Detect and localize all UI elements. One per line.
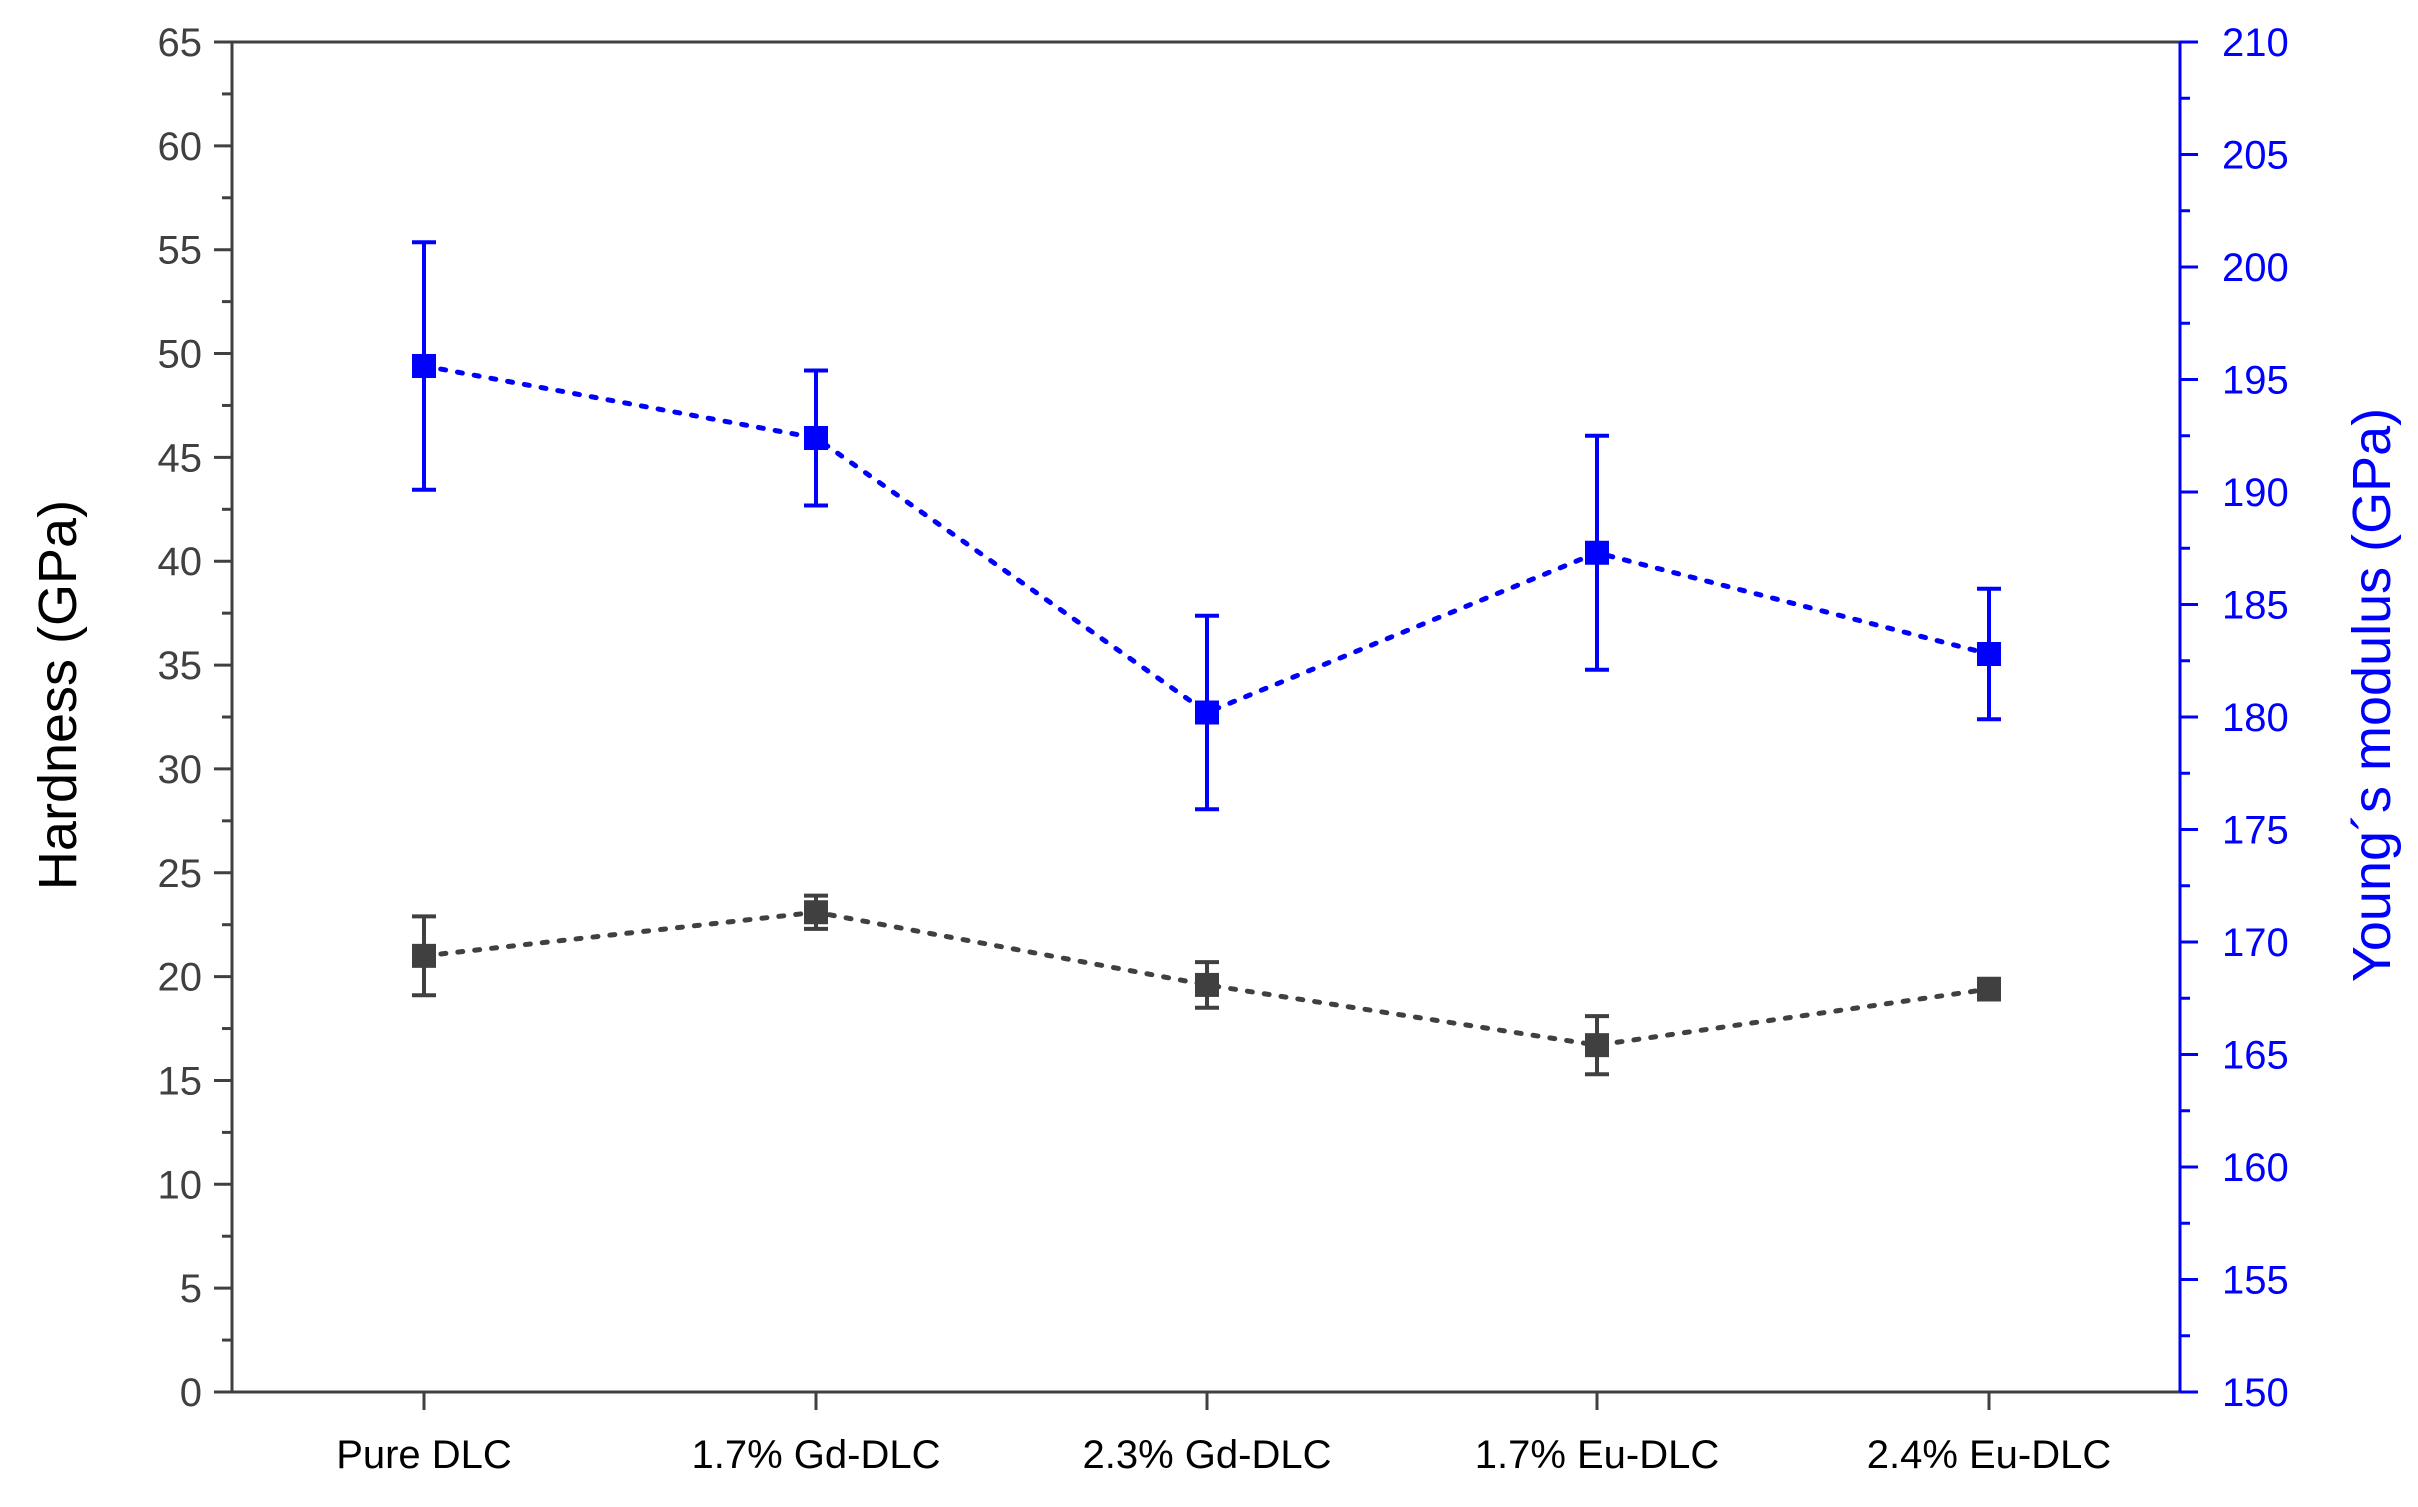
y-right-tick-label: 155 <box>2222 1259 2289 1303</box>
y-left-tick-label: 45 <box>158 436 203 480</box>
modulus-data-point <box>1977 642 2001 666</box>
hardness-data-point <box>804 900 828 925</box>
y-right-tick-label: 175 <box>2222 809 2289 853</box>
y-left-tick-label: 15 <box>158 1059 203 1103</box>
y-right-tick-label: 160 <box>2222 1146 2289 1190</box>
modulus-data-point <box>412 354 436 378</box>
y-axis-left-title: Hardness (GPa) <box>28 500 88 890</box>
x-tick-label: 2.3% Gd-DLC <box>1083 1433 1332 1477</box>
y-right-tick-label: 190 <box>2222 471 2289 515</box>
y-left-tick-label: 20 <box>158 956 203 1000</box>
y-left-tick-label: 65 <box>158 21 203 65</box>
y-left-tick-label: 25 <box>158 852 203 896</box>
hardness-data-point <box>1977 977 2001 1002</box>
y-right-tick-label: 165 <box>2222 1034 2289 1078</box>
y-left-tick-label: 40 <box>158 540 203 584</box>
y-left-tick-label: 60 <box>158 125 203 169</box>
x-tick-label: 1.7% Gd-DLC <box>692 1433 941 1477</box>
modulus-data-point <box>1585 540 1609 565</box>
y-right-tick-label: 150 <box>2222 1371 2289 1415</box>
y-right-tick-label: 195 <box>2222 359 2289 403</box>
x-tick-label: Pure DLC <box>336 1433 512 1477</box>
modulus-data-point <box>804 426 828 450</box>
y-right-tick-label: 170 <box>2222 921 2289 965</box>
y-right-tick-label: 180 <box>2222 696 2289 740</box>
y-left-tick-label: 35 <box>158 644 203 688</box>
y-left-tick-label: 55 <box>158 229 203 273</box>
hardness-data-point <box>1585 1033 1609 1058</box>
y-right-tick-label: 210 <box>2222 21 2289 65</box>
y-left-tick-label: 0 <box>180 1371 202 1415</box>
modulus-series-line <box>421 363 1992 716</box>
hardness-data-point <box>412 943 436 968</box>
hardness-data-point <box>1195 972 1219 997</box>
y-left-tick-label: 5 <box>180 1267 202 1311</box>
x-tick-label: 2.4% Eu-DLC <box>1867 1433 2112 1477</box>
axes: 0 5 10 15 20 25 30 35 40 45 50 55 60 65 150 155 160 165 17… <box>158 21 2289 1477</box>
y-axis-right-title: Young´s modulus (GPa) <box>2342 408 2402 982</box>
y-right-tick-label: 205 <box>2222 134 2289 178</box>
modulus-data-point <box>1195 700 1219 725</box>
y-left-tick-label: 30 <box>158 748 203 792</box>
y-right-tick-label: 200 <box>2222 246 2289 290</box>
y-left-tick-label: 50 <box>158 333 203 377</box>
series-layer <box>412 240 2001 1077</box>
y-left-tick-label: 10 <box>158 1163 203 1207</box>
x-tick-label: 1.7% Eu-DLC <box>1475 1433 1720 1477</box>
y-right-tick-label: 185 <box>2222 584 2289 628</box>
